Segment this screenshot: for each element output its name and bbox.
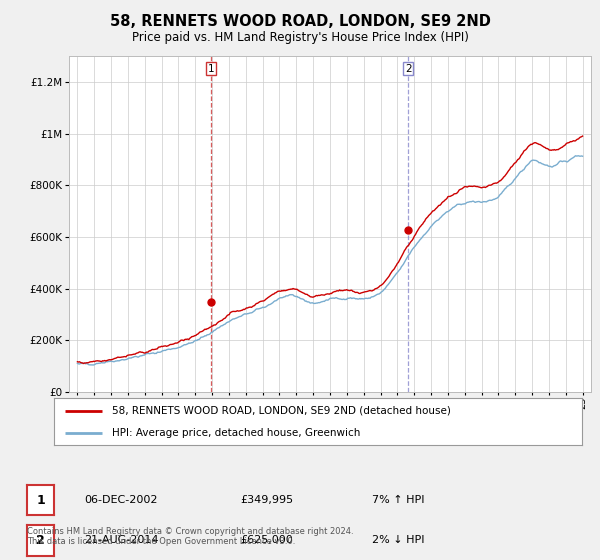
Text: £349,995: £349,995 xyxy=(240,495,293,505)
Text: Price paid vs. HM Land Registry's House Price Index (HPI): Price paid vs. HM Land Registry's House … xyxy=(131,31,469,44)
Text: £625,000: £625,000 xyxy=(240,535,293,545)
Text: 1: 1 xyxy=(208,64,214,74)
Text: Contains HM Land Registry data © Crown copyright and database right 2024.
This d: Contains HM Land Registry data © Crown c… xyxy=(27,526,353,546)
Text: 58, RENNETS WOOD ROAD, LONDON, SE9 2ND (detached house): 58, RENNETS WOOD ROAD, LONDON, SE9 2ND (… xyxy=(112,406,451,416)
Text: 21-AUG-2014: 21-AUG-2014 xyxy=(84,535,158,545)
Text: 2% ↓ HPI: 2% ↓ HPI xyxy=(372,535,425,545)
Text: 2: 2 xyxy=(36,534,45,547)
Text: 58, RENNETS WOOD ROAD, LONDON, SE9 2ND: 58, RENNETS WOOD ROAD, LONDON, SE9 2ND xyxy=(110,14,490,29)
Text: 7% ↑ HPI: 7% ↑ HPI xyxy=(372,495,425,505)
Text: HPI: Average price, detached house, Greenwich: HPI: Average price, detached house, Gree… xyxy=(112,428,361,438)
Text: 06-DEC-2002: 06-DEC-2002 xyxy=(84,495,157,505)
Text: 2: 2 xyxy=(405,64,412,74)
Text: 1: 1 xyxy=(36,493,45,507)
